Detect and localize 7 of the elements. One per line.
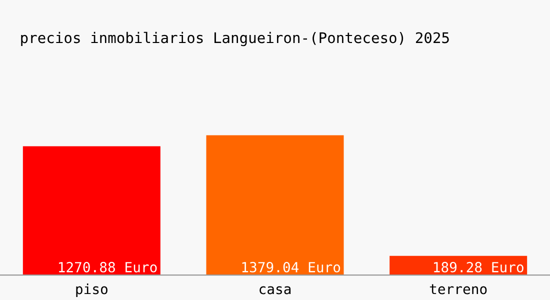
chart-title: precios inmobiliarios Langueiron-(Ponteceso) 2025 [21,32,449,46]
x-tick-label: piso [76,284,108,297]
data-label: 189.28 Euro [434,262,524,272]
data-label: 1379.04 Euro [242,262,340,272]
x-tick-label: casa [260,286,291,294]
x-tick-label: terreno [430,284,487,294]
data-label: 1270.88 Euro [58,262,157,272]
